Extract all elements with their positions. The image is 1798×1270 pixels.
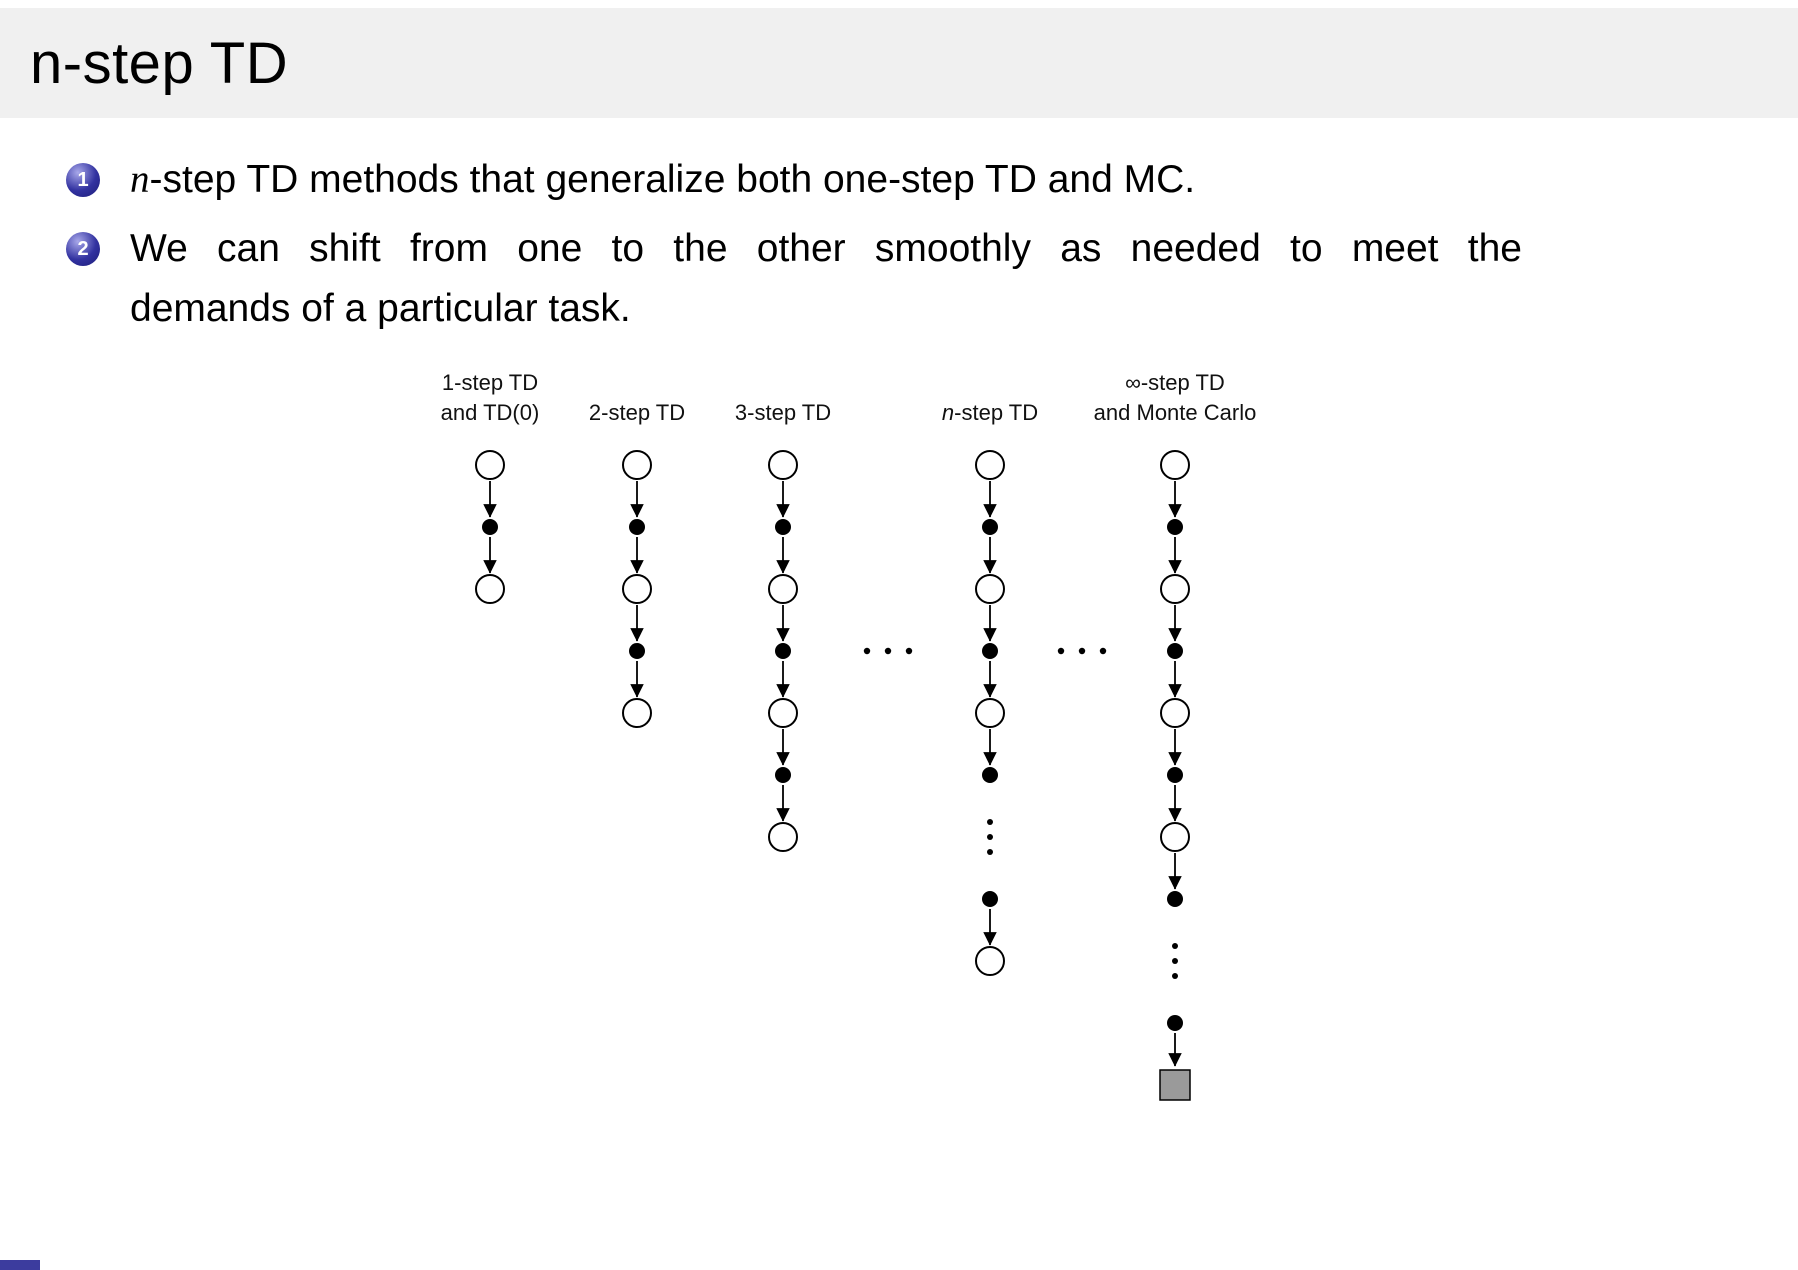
vdots-dot	[987, 849, 993, 855]
math-n: n	[130, 158, 150, 201]
vdots-dot	[987, 834, 993, 840]
state-node	[475, 450, 505, 480]
action-node	[775, 643, 791, 659]
state-node	[768, 574, 798, 604]
action-node	[1167, 767, 1183, 783]
bullet-number-badge: 1	[66, 163, 100, 197]
column-label: 1-step TD	[442, 370, 538, 395]
vdots-dot	[987, 819, 993, 825]
state-node	[622, 698, 652, 728]
ellipsis-dot	[1057, 647, 1065, 655]
state-node	[975, 574, 1005, 604]
slide-title: n-step TD	[30, 30, 289, 96]
bullet-item-1: 1 n-step TD methods that generalize both…	[66, 150, 1536, 210]
slide-header: n-step TD	[0, 8, 1798, 118]
bullet-item-2: 2 We can shift from one to the other smo…	[66, 219, 1536, 339]
action-node	[982, 519, 998, 535]
ellipsis-dot	[863, 647, 871, 655]
action-node	[629, 519, 645, 535]
bullet-text: n-step TD methods that generalize both o…	[130, 150, 1195, 210]
action-node	[982, 767, 998, 783]
terminal-state-node	[1159, 1069, 1191, 1101]
action-node	[775, 519, 791, 535]
action-node	[482, 519, 498, 535]
state-node	[622, 574, 652, 604]
ellipsis-dot	[905, 647, 913, 655]
column-label: 3-step TD	[735, 400, 831, 425]
bullet-list: 1 n-step TD methods that generalize both…	[66, 150, 1536, 348]
state-node	[975, 698, 1005, 728]
state-node	[768, 822, 798, 852]
bullet-line: demands of a particular task.	[130, 287, 631, 330]
state-node	[622, 450, 652, 480]
state-node	[475, 574, 505, 604]
state-node	[1160, 450, 1190, 480]
action-node	[1167, 1015, 1183, 1031]
action-node	[1167, 519, 1183, 535]
state-node	[1160, 574, 1190, 604]
vdots-dot	[1172, 958, 1178, 964]
column-label: ∞-step TD	[1125, 370, 1225, 395]
footer-bar-fragment	[0, 1260, 40, 1270]
ellipsis-dot	[1078, 647, 1086, 655]
action-node	[982, 643, 998, 659]
state-node	[975, 450, 1005, 480]
column-label: 2-step TD	[589, 400, 685, 425]
bullet-line: We can shift from one to the other smoot…	[130, 227, 1522, 270]
action-node	[982, 891, 998, 907]
vdots-dot	[1172, 973, 1178, 979]
bullet-text: We can shift from one to the other smoot…	[130, 219, 1522, 339]
ellipsis-dot	[884, 647, 892, 655]
column-label: and Monte Carlo	[1094, 400, 1257, 425]
state-node	[768, 698, 798, 728]
state-node	[975, 946, 1005, 976]
action-node	[629, 643, 645, 659]
state-node	[1160, 822, 1190, 852]
column-label: and TD(0)	[441, 400, 540, 425]
vdots-dot	[1172, 943, 1178, 949]
action-node	[1167, 891, 1183, 907]
bullet-text-rest: -step TD methods that generalize both on…	[149, 158, 1196, 201]
action-node	[775, 767, 791, 783]
bullet-number-badge: 2	[66, 232, 100, 266]
state-node	[1160, 698, 1190, 728]
ellipsis-dot	[1099, 647, 1107, 655]
state-node	[768, 450, 798, 480]
column-label: n-step TD	[942, 400, 1038, 425]
action-node	[1167, 643, 1183, 659]
